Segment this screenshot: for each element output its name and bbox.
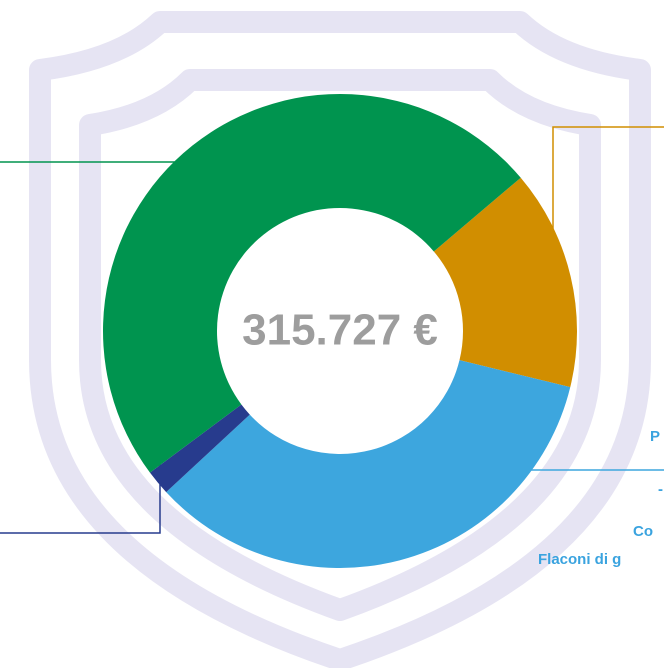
shield-outer bbox=[29, 11, 651, 668]
legend-label: P bbox=[650, 428, 660, 445]
leader-lines bbox=[0, 126, 664, 534]
legend-label: Co bbox=[633, 523, 653, 540]
donut-slice bbox=[103, 94, 521, 473]
shield-inner bbox=[79, 69, 601, 621]
donut-slice bbox=[149, 404, 250, 493]
leader-line bbox=[552, 126, 664, 262]
shield-background bbox=[29, 11, 651, 668]
total-label: 315.727 € bbox=[242, 306, 438, 355]
donut-slice bbox=[166, 360, 571, 568]
leader-line bbox=[0, 462, 161, 534]
legend-label: Flaconi di g bbox=[538, 551, 621, 568]
legend-label: - bbox=[658, 481, 663, 498]
donut bbox=[103, 94, 577, 568]
donut-slice bbox=[433, 177, 577, 388]
